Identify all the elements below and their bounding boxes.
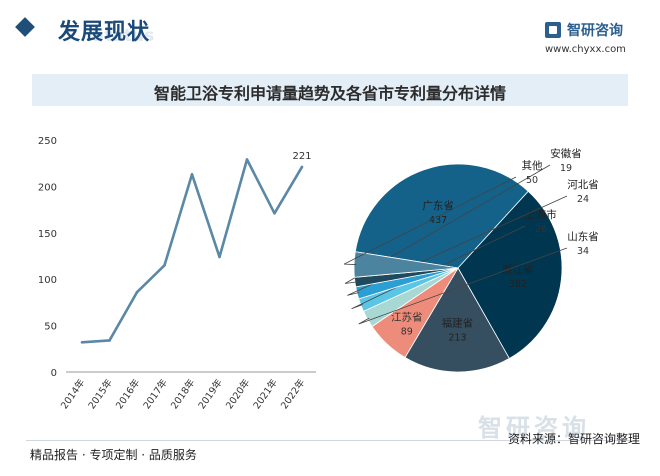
slice-value: 19: [560, 163, 572, 174]
slice-label: 山东省: [567, 230, 599, 243]
leader-line: [347, 195, 568, 296]
slice-value: 34: [577, 246, 589, 257]
footer-divider: [26, 440, 636, 441]
slice-value: 437: [429, 215, 447, 226]
chart-title: 智能卫浴专利申请量趋势及各省市专利量分布详情: [153, 84, 506, 103]
y-tick-label: 250: [38, 136, 57, 147]
slice-label: 浙江省: [502, 263, 534, 276]
footer: 精品报告 · 专项定制 · 品质服务 资料来源：智研咨询整理: [0, 432, 660, 476]
data-point: [108, 339, 111, 342]
data-point: [218, 255, 221, 259]
x-tick-label: 2022年: [278, 376, 307, 411]
y-tick-label: 200: [38, 182, 57, 193]
x-tick-label: 2014年: [58, 376, 87, 411]
data-point: [135, 290, 139, 294]
series-line: [81, 158, 304, 344]
slice-value: 213: [448, 332, 466, 343]
slice-label: 安徽省: [550, 147, 582, 160]
slice-label: 福建省: [442, 316, 474, 329]
data-point: [80, 341, 84, 344]
y-tick-label: 150: [38, 229, 57, 240]
x-tick-label: 2020年: [223, 376, 252, 411]
slice-value: 382: [509, 279, 527, 290]
slice-value: 24: [577, 194, 589, 205]
pie-slice: [457, 190, 563, 359]
slice-label: 广东省: [422, 199, 454, 212]
slice-value: 50: [526, 175, 538, 186]
y-tick-label: 100: [38, 275, 57, 286]
x-tick-label: 2015年: [86, 376, 115, 411]
data-point: [245, 158, 249, 161]
source-note: 资料来源：智研咨询整理: [508, 432, 641, 446]
section-title: 发展现状: [58, 20, 151, 45]
slice-value: 26: [535, 224, 547, 235]
leader-line: [351, 225, 526, 310]
watermark: 智研咨询: [478, 414, 590, 442]
slice-label: 其他: [522, 159, 543, 172]
data-point: [163, 263, 166, 267]
slice-label: 上海市: [525, 208, 557, 221]
brand-logo-icon: [545, 22, 561, 38]
pie-slice: [354, 163, 529, 269]
brand-name: 智研咨询: [567, 23, 623, 39]
y-tick-label: 50: [44, 322, 57, 333]
y-tick-label: 0: [51, 368, 57, 379]
x-tick-label: 2019年: [196, 376, 225, 411]
pie-slice: [404, 267, 510, 373]
x-tick-label: 2021年: [251, 376, 280, 411]
x-tick-label: 2017年: [141, 376, 170, 411]
header: Status 发展现状 智研咨询 www.chyxx.com: [0, 0, 660, 64]
chart-title-bar: 智能卫浴专利申请量趋势及各省市专利量分布详情: [32, 74, 628, 106]
x-tick-label: 2016年: [113, 376, 142, 411]
slice-label: 江苏省: [391, 311, 423, 324]
footer-slogan: 精品报告 · 专项定制 · 品质服务: [30, 448, 197, 462]
x-tick-label: 2018年: [168, 376, 197, 411]
data-label: 221: [292, 151, 311, 162]
leader-line: [344, 164, 551, 284]
leader-line: [343, 176, 517, 265]
leader-line: [358, 247, 568, 325]
slice-label: 河北省: [567, 178, 599, 191]
data-point: [300, 165, 304, 169]
data-point: [190, 173, 194, 176]
data-point: [273, 212, 276, 215]
slice-value: 89: [401, 327, 413, 338]
brand-url: www.chyxx.com: [545, 44, 626, 55]
